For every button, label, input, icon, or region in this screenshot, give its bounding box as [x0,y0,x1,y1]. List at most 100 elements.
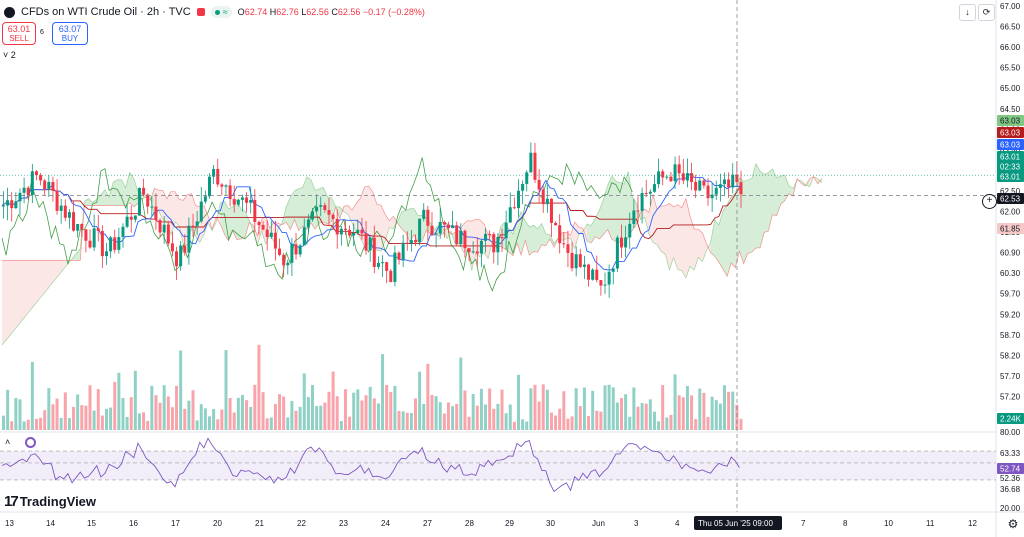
volume-bar [657,421,661,430]
candle-body [59,205,63,211]
volume-bar [471,394,475,430]
price-tick-label: 60.90 [1000,249,1021,258]
cloud-segment [393,216,398,229]
candle-body [146,194,150,207]
candle-body [409,240,413,244]
candle-body [315,206,319,212]
volume-bar [731,391,735,430]
market-status-icon[interactable] [196,8,205,16]
candle-body [72,212,76,231]
volume-bar [636,406,640,430]
rsi-band [0,451,996,480]
cloud-segment [405,208,410,243]
candle-body [405,242,409,244]
candle-body [430,225,434,235]
cloud-segment [76,248,81,261]
volume-bar [290,400,294,430]
cloud-segment [142,193,147,200]
cloud-segment [18,260,23,325]
volume-bar [640,402,644,430]
candle-body [236,199,240,205]
candle-body [339,228,343,235]
volume-bar [702,392,706,430]
time-tick-label: 16 [129,519,138,528]
rsi-collapse-icon[interactable]: ˄ [5,437,11,447]
volume-bar [595,410,599,430]
cloud-segment [620,182,625,246]
volume-bar [146,420,150,430]
volume-bar [545,389,549,430]
volume-bar [368,386,372,430]
volume-bar [294,410,298,430]
symbol-title[interactable]: CFDs on WTI Crude Oil · 2h · TVC [21,6,191,18]
candle-body [694,181,698,191]
volume-bar [51,404,55,430]
candle-body [731,174,735,188]
volume-bar [356,389,360,430]
volume-bar [652,411,656,430]
candle-body [22,187,26,193]
candle-body [368,237,372,251]
price-tick-label: 63.50 [1000,146,1021,155]
sell-button[interactable]: 63.01 SELL [2,22,36,45]
cloud-segment [109,182,114,206]
volume-bar [430,395,434,430]
candle-body [446,224,450,229]
volume-bar [311,385,314,430]
fullscreen-icon[interactable]: ⟳ [978,4,995,21]
price-tick-label: 67.00 [1000,2,1021,11]
rsi-settings-icon[interactable] [25,437,36,448]
volume-bar [30,361,34,430]
buy-price: 63.07 [58,24,82,34]
cloud-segment [401,210,406,233]
cloud-segment [311,179,316,230]
cloud-segment [648,194,653,243]
cloud-segment [698,229,703,262]
candle-body [636,210,640,212]
candle-body [442,221,446,225]
candle-body [607,271,611,285]
volume-bar [257,344,261,430]
candle-body [628,223,632,238]
gear-icon[interactable]: ⚙ [1007,517,1019,531]
volume-bar [224,350,228,430]
indicator-pill[interactable]: ≈ [210,6,232,18]
candle-body [265,229,269,237]
candle-body [624,237,628,248]
candle-body [426,209,430,226]
candle-body [739,182,743,195]
candle-body [562,243,566,245]
add-alert-icon[interactable]: + [982,194,997,209]
candle-body [615,237,619,269]
cloud-segment [574,222,579,249]
download-icon[interactable]: ↓ [959,4,976,21]
cloud-segment [747,178,752,254]
indicators-collapse-button[interactable]: ˅ 2 [3,50,16,60]
volume-bar [121,397,125,430]
rsi-current-badge [997,463,1024,474]
candle-body [208,176,211,197]
time-tick-label: Jun [592,519,605,528]
volume-bar [578,406,582,430]
sell-price: 63.01 [7,24,31,34]
cloud-segment [731,193,736,268]
tradingview-logo[interactable]: 17 TradingView [4,493,96,510]
candle-body [702,180,706,186]
volume-bar [587,416,591,430]
cloud-segment [348,205,353,224]
price-label-badge [997,171,1024,182]
cloud-segment [253,225,258,246]
candle-body [109,237,113,252]
tradingview-mark-icon: 17 [4,493,19,510]
candle-body [352,232,356,236]
volume-bar [67,418,71,430]
volume-bar [162,385,166,430]
volume-bar [500,389,504,430]
rsi-current-text: 52.74 [1000,465,1021,474]
buy-button[interactable]: 63.07 BUY [52,22,88,45]
volume-bar [195,420,199,430]
volume-bar [414,398,417,430]
volume-bar [158,402,162,430]
volume-bar [405,412,409,430]
